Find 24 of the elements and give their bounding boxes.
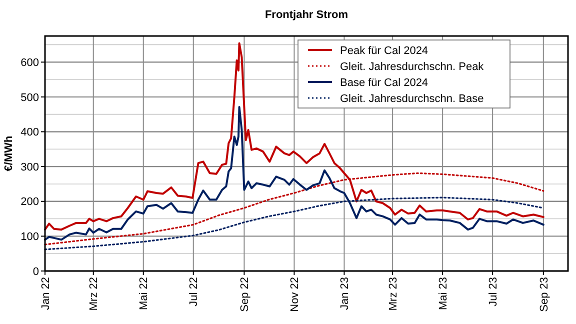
legend-label: Base für Cal 2024 bbox=[340, 76, 428, 89]
x-tick-label: Mai 22 bbox=[138, 277, 150, 310]
legend-label: Peak für Cal 2024 bbox=[340, 44, 428, 57]
chart-title: Frontjahr Strom bbox=[264, 9, 348, 21]
x-tick-label: Jan 22 bbox=[40, 277, 52, 310]
y-tick-label: 400 bbox=[20, 126, 39, 139]
x-tick-label: Sep 22 bbox=[239, 277, 252, 312]
x-tick-label: Sep 23 bbox=[538, 277, 550, 312]
x-tick-label: Mrz 22 bbox=[88, 277, 100, 311]
legend-label: Gleit. Jahresdurchschn. Base bbox=[340, 92, 484, 105]
y-tick-label: 0 bbox=[32, 266, 39, 278]
y-tick-label: 300 bbox=[20, 161, 39, 174]
y-tick-label: 500 bbox=[20, 92, 39, 104]
y-tick-label: 600 bbox=[20, 56, 39, 69]
legend-label: Gleit. Jahresdurchschn. Peak bbox=[340, 60, 484, 73]
x-tick-label: Jul 22 bbox=[188, 277, 200, 306]
y-axis-title: €/MWh bbox=[3, 136, 15, 172]
x-tick-label: Nov 22 bbox=[289, 277, 302, 312]
x-tick-label: Mrz 23 bbox=[387, 277, 400, 311]
x-tick-label: Jan 23 bbox=[339, 277, 352, 310]
y-tick-label: 100 bbox=[20, 231, 39, 244]
x-tick-label: Mai 23 bbox=[437, 277, 450, 310]
x-tick-label: Jul 23 bbox=[487, 277, 500, 306]
y-tick-label: 200 bbox=[20, 196, 39, 208]
